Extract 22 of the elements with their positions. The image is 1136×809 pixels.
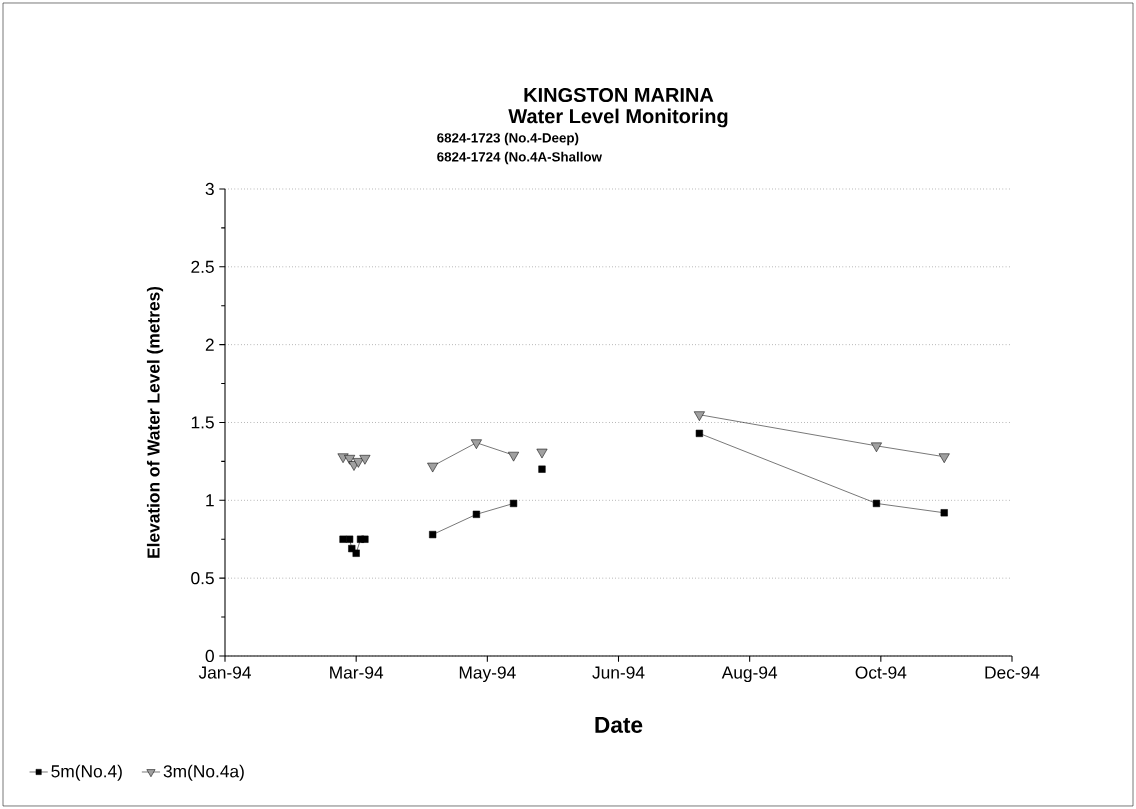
y-axis-title: Elevation of Water Level (metres)	[146, 286, 164, 558]
x-tick-label: Dec-94	[985, 666, 1040, 679]
text: 6824-1723 (No.4-Deep)	[437, 132, 579, 146]
x-axis-title: Date	[595, 717, 643, 733]
x-tick-label: May-94	[459, 666, 516, 683]
y-tick-label: 1	[206, 494, 214, 507]
y-tick-label: 2.5	[191, 260, 214, 273]
y-tick-label: 2	[205, 338, 214, 351]
chart-subtitle: Water Level Monitoring	[508, 108, 728, 128]
legend-label: 3m(No.4a)	[163, 764, 244, 781]
y-tick-label: 3	[205, 182, 214, 196]
y-tick-label: 1.5	[191, 416, 214, 429]
y-tick-label: 0.5	[191, 572, 214, 585]
legend-label: 5m(No.4)	[51, 764, 122, 781]
x-tick-label: Jan-94	[198, 666, 251, 679]
x-tick-label: Jun-94	[592, 666, 645, 679]
x-tick-label: Oct-94	[855, 666, 907, 679]
chart-title: KINGSTON MARINA	[524, 87, 714, 103]
x-tick-label: Aug-94	[721, 666, 778, 683]
y-tick-label: 0	[205, 649, 214, 663]
text: 6824-1724 (No.4A-Shallow	[437, 151, 602, 165]
x-tick-label: Mar-94	[330, 666, 384, 679]
